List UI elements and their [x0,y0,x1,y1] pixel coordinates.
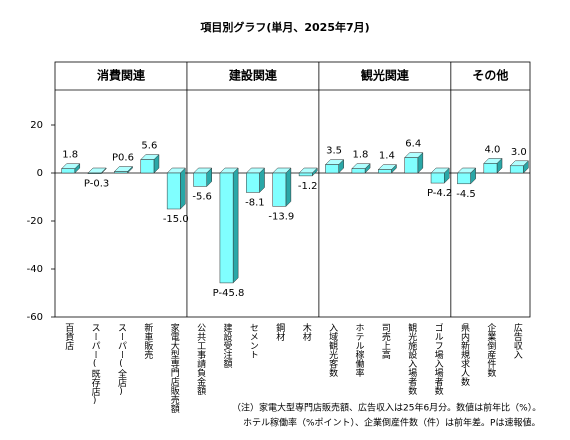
x-tick-label: 入域観光客数 [327,323,338,378]
value-label: P-0.3 [84,179,109,190]
bar-side [285,167,292,207]
bar-side [232,167,239,284]
x-tick-label: 家電大型専門店販売額 [169,322,180,414]
bar [483,163,498,174]
x-tick-label: スーパー(全店) [116,323,127,397]
y-tick-label: 0 [37,168,43,179]
value-label: P0.6 [112,153,134,164]
x-tick-label: 観光施設入場者数 [406,322,417,396]
bar [298,172,313,177]
value-label: -8.1 [245,197,265,208]
group-label: 消費関連 [97,68,146,83]
y-tick-label: -40 [27,264,43,275]
x-tick-label: 百貨店 [63,323,74,351]
x-tick-label: 木材 [301,322,312,341]
value-label: -13.9 [268,211,294,222]
bar [272,172,287,207]
bar-side [180,167,186,210]
bar [114,171,128,174]
bar [140,159,155,174]
value-label: -15.0 [163,214,189,225]
bar [193,172,207,187]
x-tick-label: 鋼材 [274,322,285,341]
bar [430,172,445,184]
bar [246,172,260,193]
bar [378,169,392,174]
value-label: 5.6 [141,141,157,152]
group-label: その他 [472,68,508,83]
value-label: 1.8 [62,150,78,161]
y-tick-label: -60 [27,312,43,323]
group-label: 建設関連 [228,68,278,83]
x-tick-label: 県内新規求人数 [459,323,470,387]
plot-frame [54,61,531,318]
bar [351,168,366,174]
value-label: -4.5 [456,189,476,200]
bar [219,172,234,284]
x-tick-label: 企業倒産件数 [485,322,496,378]
y-tick-label: 20 [30,120,43,131]
y-tick-label: -20 [27,216,43,227]
group-label: 観光関連 [361,68,410,83]
bar [87,172,102,174]
bar-top [87,167,107,174]
value-label: 3.0 [511,147,527,158]
bar [325,164,339,174]
x-tick-label: スーパー(既存店) [90,323,101,406]
value-label: -5.6 [192,191,212,202]
x-tick-label: ゴルフ場入場者数 [433,322,444,396]
value-label: 3.5 [326,146,342,157]
note: ホテル稼働率（%ポイント）、企業倒産件数（件）は前年差。Pは速報値。 [243,417,540,429]
x-tick-label: 建設受注額 [222,322,233,369]
x-tick-label: ホテル稼働率 [353,323,364,378]
bar [166,172,181,210]
value-label: P-4.2 [427,188,452,199]
value-label: 1.4 [379,151,395,162]
value-label: 4.0 [484,144,500,155]
bar [509,165,524,174]
x-tick-label: 新車販売 [142,322,153,360]
x-tick-label: 司売上高 [380,323,391,360]
value-label: 1.8 [353,150,369,161]
x-tick-label: 広告収入 [512,322,523,359]
note: （注）家電大型専門店販売額、広告収入は25年6月分。数値は前年比（%）。 [232,402,541,414]
x-tick-label: セメント [248,323,259,359]
value-label: P-45.8 [213,288,245,299]
x-tick-label: 公共工事請負金額 [195,323,206,396]
value-label: 6.4 [405,139,421,150]
value-label: -1.2 [298,181,318,192]
bar [457,172,471,185]
bar [404,157,419,174]
chart-title: 項目別グラフ(単月、2025年7月) [200,20,369,34]
bar [61,168,76,174]
